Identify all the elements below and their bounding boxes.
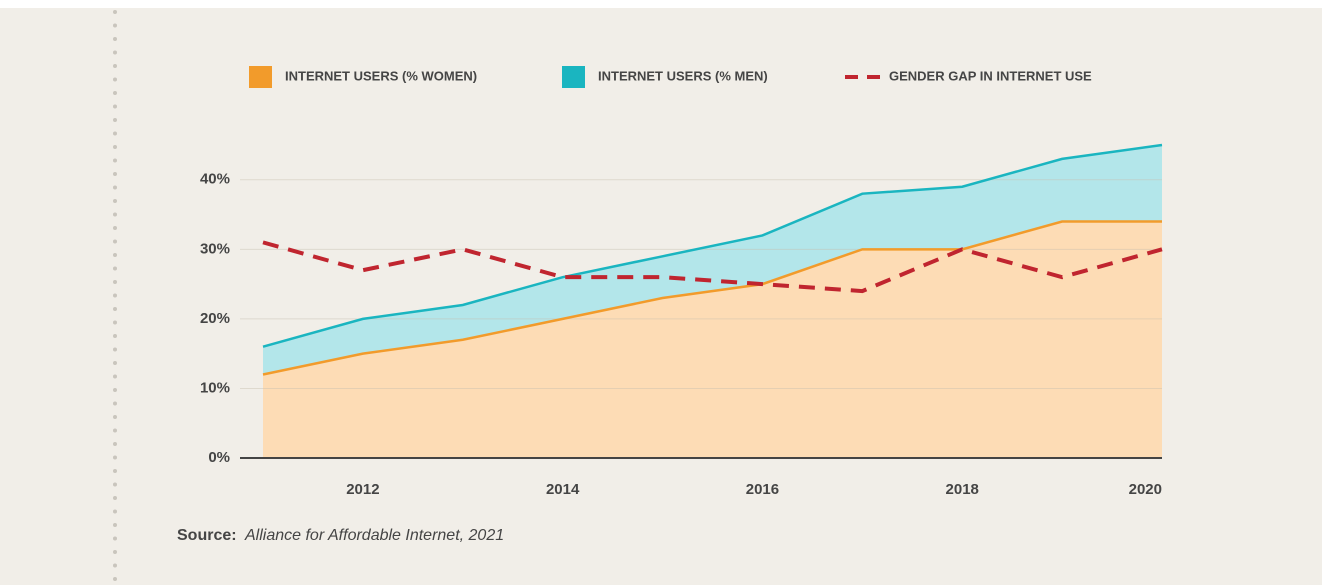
area-fill xyxy=(263,221,1162,458)
source-label: Source: xyxy=(177,527,237,544)
x-tick-label: 2020 xyxy=(1129,481,1162,498)
x-tick-label: 2016 xyxy=(746,481,779,498)
y-tick-label: 40% xyxy=(200,171,230,188)
source: Alliance for Affordable Internet, 2021 xyxy=(244,527,504,544)
y-tick-label: 10% xyxy=(200,379,230,396)
legend-label: GENDER GAP IN INTERNET USE xyxy=(889,68,1092,83)
y-tick-label: 30% xyxy=(200,240,230,257)
y-tick-label: 20% xyxy=(200,310,230,327)
legend-label: INTERNET USERS (% WOMEN) xyxy=(285,68,477,83)
legend-swatch xyxy=(249,66,272,88)
legend-swatch xyxy=(562,66,585,88)
y-tick-label: 0% xyxy=(208,449,230,466)
line xyxy=(262,143,1163,348)
dashed-line xyxy=(262,240,1163,294)
x-tick-label: 2014 xyxy=(546,481,580,498)
legend-label: INTERNET USERS (% MEN) xyxy=(598,68,768,83)
x-tick-label: 2012 xyxy=(346,481,379,498)
line xyxy=(262,220,1162,376)
x-tick-label: 2018 xyxy=(946,481,979,498)
